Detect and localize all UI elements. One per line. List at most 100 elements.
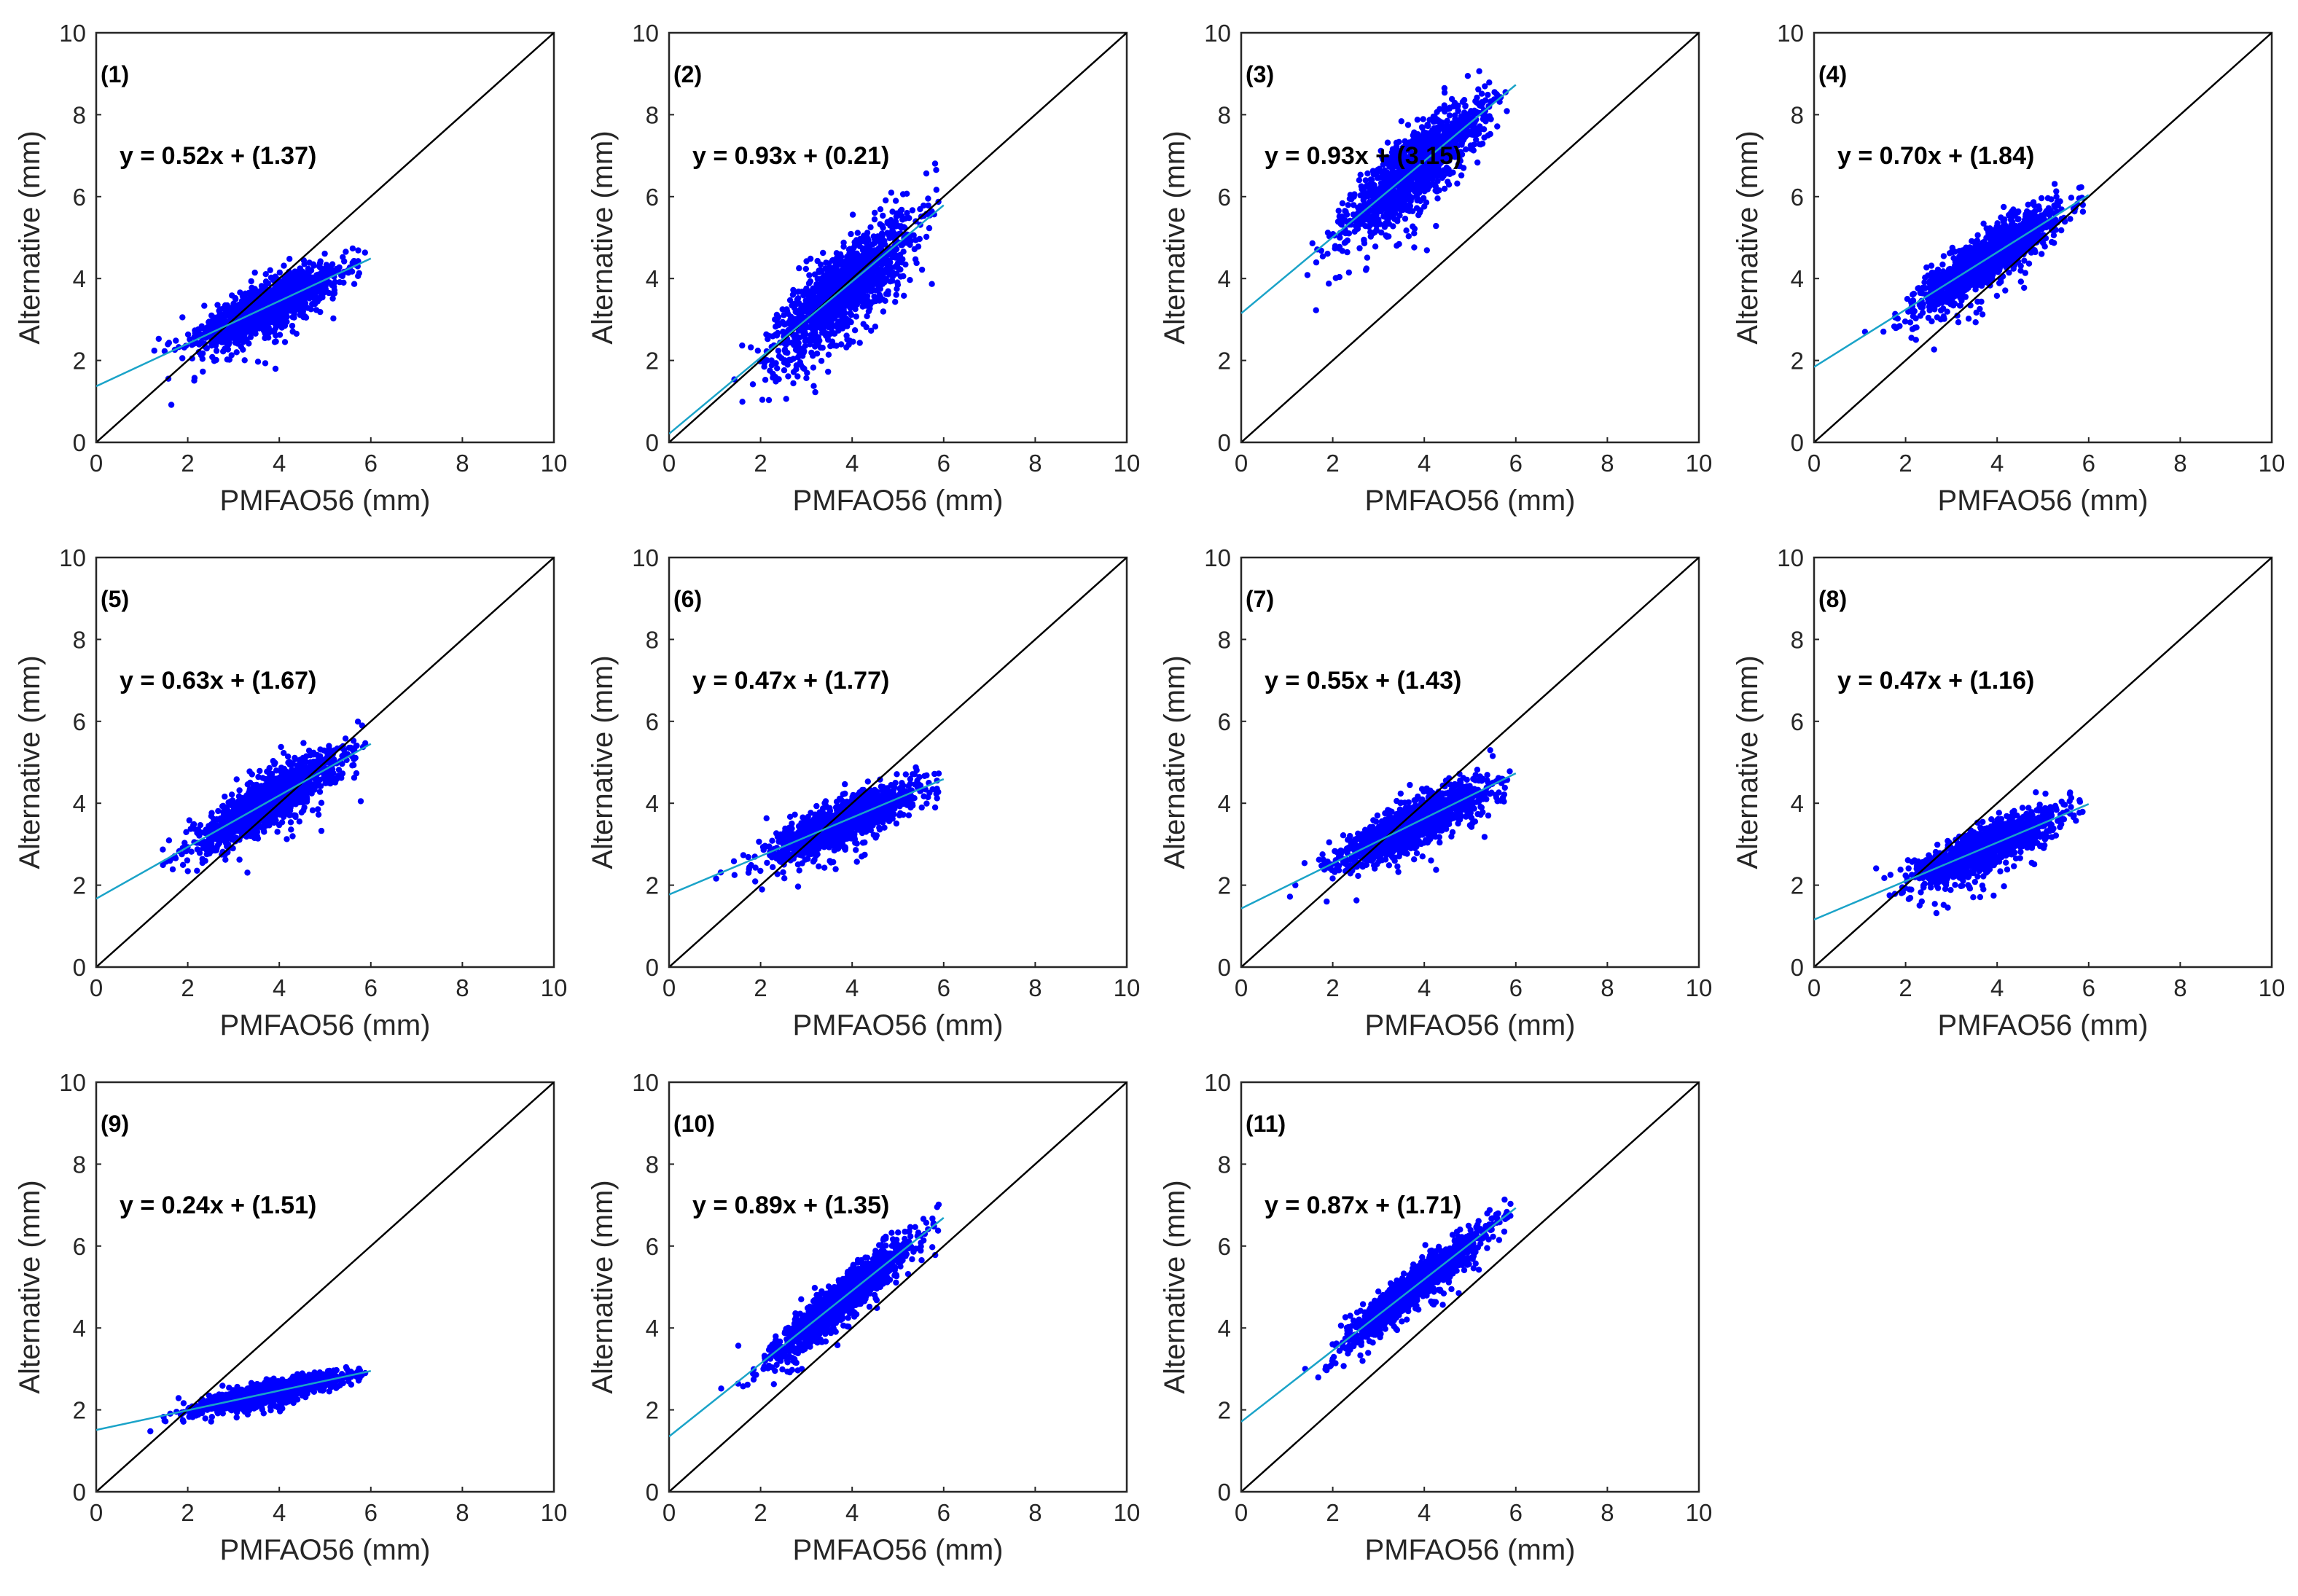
data-point xyxy=(316,263,323,270)
data-point xyxy=(1488,98,1494,105)
data-point xyxy=(789,302,795,309)
data-point xyxy=(843,344,850,351)
data-point xyxy=(1324,230,1332,236)
data-point xyxy=(813,336,820,343)
data-point xyxy=(191,334,198,340)
data-point xyxy=(1444,130,1451,137)
data-point xyxy=(283,311,289,318)
data-point xyxy=(1414,117,1421,123)
data-point xyxy=(262,300,268,306)
data-point xyxy=(2002,287,2009,294)
data-point xyxy=(1418,124,1426,130)
data-point xyxy=(271,328,278,335)
data-point xyxy=(879,296,886,302)
data-point xyxy=(1921,279,1928,286)
data-point xyxy=(351,281,358,287)
data-point xyxy=(322,282,329,289)
data-point xyxy=(179,314,186,321)
data-point xyxy=(1907,319,1914,326)
data-point xyxy=(1436,187,1442,194)
data-point xyxy=(853,237,860,243)
data-point xyxy=(286,256,293,262)
data-point xyxy=(892,299,899,305)
data-point xyxy=(1482,112,1489,120)
data-point xyxy=(1425,122,1431,130)
y-tick-label: 2 xyxy=(73,348,86,375)
data-point xyxy=(923,233,930,240)
y-tick-label: 10 xyxy=(1204,20,1231,47)
data-point xyxy=(815,297,822,304)
data-point xyxy=(1425,138,1431,144)
data-point xyxy=(231,323,238,329)
data-point xyxy=(872,324,879,330)
data-point xyxy=(848,311,855,318)
data-point xyxy=(312,286,318,294)
data-point xyxy=(894,286,900,292)
data-point xyxy=(786,356,793,363)
data-point xyxy=(262,321,270,327)
data-point xyxy=(832,267,840,273)
data-point xyxy=(858,254,864,262)
data-point xyxy=(863,237,869,244)
data-point xyxy=(1402,165,1409,172)
data-point xyxy=(1441,89,1448,96)
data-point xyxy=(1993,292,2001,300)
scatter-points xyxy=(731,160,942,405)
data-point xyxy=(289,328,296,335)
data-point xyxy=(1468,146,1474,152)
data-point xyxy=(807,297,814,303)
data-point xyxy=(748,344,754,351)
data-point xyxy=(329,295,336,302)
data-point xyxy=(897,266,904,273)
data-point xyxy=(265,335,272,341)
data-point xyxy=(196,341,203,348)
x-tick-label: 4 xyxy=(845,450,859,477)
x-tick-label: 10 xyxy=(1686,450,1713,477)
scatter-points xyxy=(151,245,368,408)
data-point xyxy=(1372,243,1379,250)
data-point xyxy=(1391,160,1398,167)
data-point xyxy=(1940,313,1947,320)
y-tick-label: 4 xyxy=(73,265,86,292)
data-point xyxy=(306,268,313,275)
data-point xyxy=(835,312,842,318)
data-point xyxy=(1487,130,1493,138)
data-point xyxy=(781,346,789,353)
data-point xyxy=(871,216,878,223)
data-point xyxy=(310,261,317,267)
data-point xyxy=(1381,224,1388,230)
data-point xyxy=(304,280,310,286)
data-point xyxy=(848,270,855,277)
data-point xyxy=(1420,195,1427,202)
data-point xyxy=(241,357,248,364)
data-point xyxy=(826,260,832,267)
data-point xyxy=(872,297,879,305)
data-point xyxy=(1398,184,1404,191)
data-point xyxy=(203,345,210,352)
data-point xyxy=(739,342,746,349)
data-point xyxy=(904,210,910,216)
data-point xyxy=(1379,180,1386,187)
data-point xyxy=(802,329,808,335)
data-point xyxy=(806,272,813,278)
data-point xyxy=(281,275,288,282)
data-point xyxy=(349,245,356,252)
data-point xyxy=(802,337,808,344)
data-point xyxy=(853,313,860,320)
data-point xyxy=(1351,191,1358,197)
data-point xyxy=(281,339,289,345)
data-point xyxy=(883,259,890,267)
data-point xyxy=(916,235,923,243)
data-point xyxy=(840,239,847,246)
data-point xyxy=(1456,156,1463,163)
data-point xyxy=(739,399,746,405)
data-point xyxy=(1485,91,1491,98)
data-point xyxy=(1405,233,1412,240)
data-point xyxy=(772,316,778,323)
data-point xyxy=(1380,161,1387,168)
data-point xyxy=(902,261,909,268)
data-point xyxy=(799,305,805,312)
data-point xyxy=(2014,209,2021,216)
data-point xyxy=(825,351,832,358)
data-point xyxy=(1402,194,1408,201)
